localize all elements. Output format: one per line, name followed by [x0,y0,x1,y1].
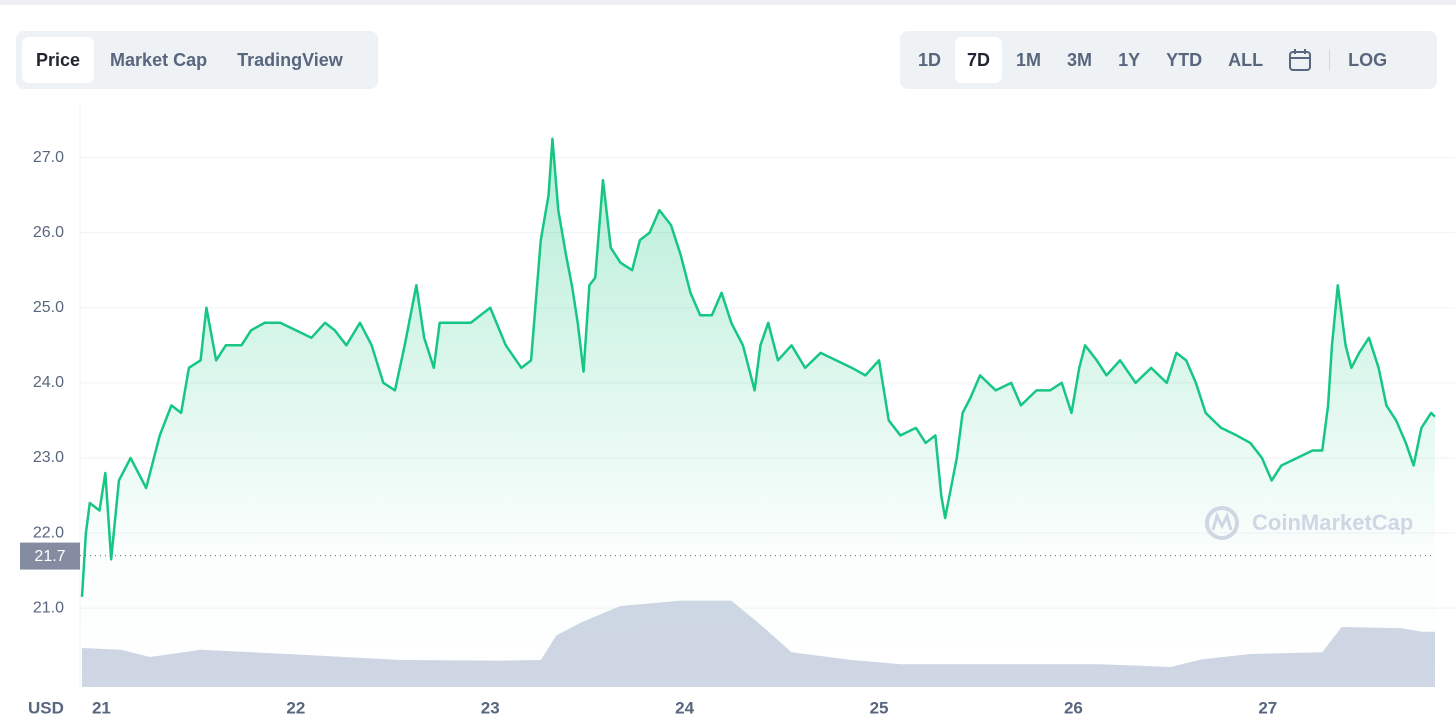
x-tick-label: 25 [870,698,889,717]
y-tick-label: 24.0 [33,374,64,391]
range-button[interactable]: 1D [918,50,942,70]
x-tick-label: 23 [481,698,500,717]
watermark-text: CoinMarketCap [1252,510,1413,535]
x-tick-label: 24 [675,698,694,717]
y-tick-label: 25.0 [33,299,64,316]
x-tick-label: 22 [286,698,305,717]
range-button[interactable]: 1M [1016,50,1042,70]
separator [1329,49,1331,71]
tab[interactable]: Price [22,37,95,83]
y-tick-label: 21.0 [33,599,64,616]
tab[interactable]: Market Cap [110,50,208,70]
range-button[interactable]: 7D [955,37,1003,83]
price-area [82,138,1435,687]
range-group: 1D 7D 1M 3M 1Y YTD ALL LOG [900,31,1437,89]
price-line [80,137,1436,597]
tab[interactable]: TradingView [237,50,343,70]
y-tick-label: 23.0 [33,449,64,466]
y-unit-label: USD [28,698,64,717]
range-button[interactable]: ALL [1228,50,1264,70]
current-price-label: 21.7 [34,548,65,565]
y-tick-label: 26.0 [33,224,64,241]
y-tick-label: 27.0 [33,149,64,166]
range-button[interactable]: YTD [1166,50,1203,70]
current-price-box [20,542,80,570]
top-border [0,0,1456,5]
range-button[interactable]: 1Y [1118,50,1141,70]
x-tick-label: 26 [1064,698,1083,717]
x-tick-label: 21 [92,698,111,717]
watermark: CoinMarketCap [1205,506,1413,540]
calendar-button[interactable] [1277,37,1323,83]
tab-group: Price Market Cap TradingView [16,31,378,89]
calendar-icon [1289,49,1312,71]
x-tick-label: 27 [1258,698,1277,717]
log-button[interactable]: LOG [1348,50,1388,70]
y-tick-label: 22.0 [33,524,64,541]
range-button[interactable]: 3M [1067,50,1093,70]
